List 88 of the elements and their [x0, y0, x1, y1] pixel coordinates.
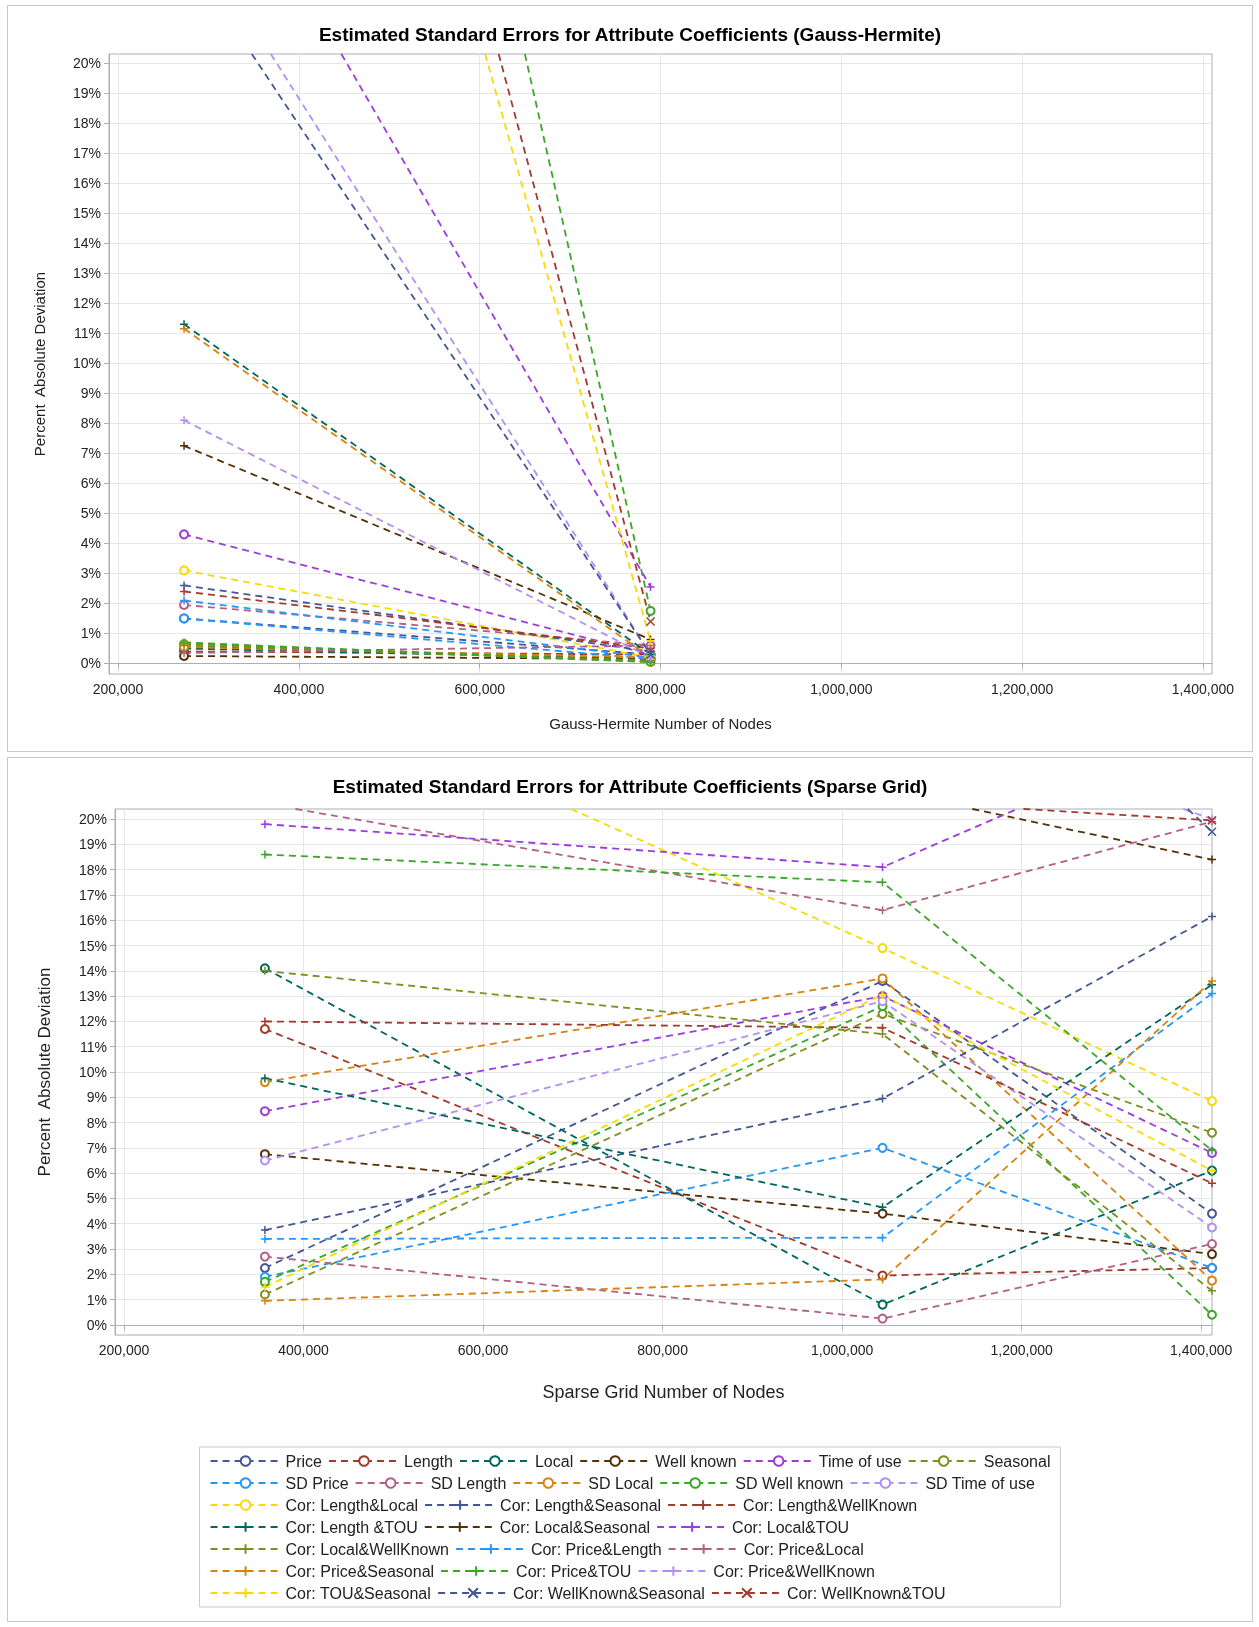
- legend-label: SD Length: [430, 1474, 507, 1492]
- legend-label: SD Time of use: [925, 1474, 1035, 1492]
- y-tick-label: 1%: [80, 625, 101, 642]
- legend-label: SD Local: [588, 1474, 654, 1492]
- y-tick-label: 17%: [72, 145, 101, 162]
- y-tick-label: 17%: [78, 886, 107, 903]
- x-tick-label: 1,400,000: [1170, 1342, 1233, 1358]
- legend-label: Cor: Local&Seasonal: [499, 1518, 651, 1536]
- legend-label: Cor: Length&Seasonal: [500, 1496, 662, 1514]
- legend-label: Cor: WellKnown&TOU: [786, 1584, 946, 1602]
- x-tick-label: 400,000: [273, 681, 325, 697]
- chart-title: Estimated Standard Errors for Attribute Coefficients (Sparse Grid): [332, 776, 928, 797]
- y-tick-label: 3%: [80, 565, 101, 582]
- legend-label: Price: [285, 1452, 323, 1470]
- legend-label: Cor: Price&WellKnown: [713, 1562, 875, 1580]
- y-tick-label: 18%: [78, 861, 107, 878]
- y-tick-label: 6%: [86, 1165, 107, 1182]
- y-tick-label: 13%: [72, 265, 101, 282]
- legend-label: Cor: Price&Local: [743, 1540, 864, 1558]
- legend-label: Cor: Price&TOU: [516, 1562, 632, 1580]
- y-tick-label: 6%: [80, 475, 101, 492]
- x-axis-title: Sparse Grid Number of Nodes: [542, 1382, 785, 1402]
- legend-label: Local: [534, 1452, 574, 1470]
- legend-label: Cor: TOU&Seasonal: [285, 1584, 431, 1602]
- y-tick-label: 12%: [78, 1013, 107, 1030]
- y-tick-label: 4%: [80, 535, 101, 552]
- chart-title: Estimated Standard Errors for Attribute Coefficients (Gauss-Hermite): [318, 24, 942, 45]
- legend-label: Cor: Length &TOU: [285, 1518, 418, 1536]
- y-tick-label: 16%: [72, 175, 101, 192]
- x-tick-label: 200,000: [98, 1342, 150, 1358]
- x-tick-label: 600,000: [454, 681, 506, 697]
- y-tick-label: 4%: [86, 1215, 107, 1232]
- y-tick-label: 10%: [78, 1064, 107, 1080]
- y-tick-label: 3%: [86, 1241, 107, 1258]
- legend-label: Seasonal: [983, 1452, 1051, 1470]
- y-tick-label: 9%: [86, 1089, 107, 1106]
- y-tick-label: 12%: [72, 295, 101, 312]
- y-tick-label: 7%: [86, 1139, 107, 1156]
- legend-label: Length: [404, 1452, 453, 1470]
- y-tick-label: 11%: [80, 1038, 107, 1055]
- y-tick-label: 8%: [80, 415, 101, 432]
- legend-label: Time of use: [818, 1452, 902, 1470]
- legend-label: Cor: Price&Length: [530, 1540, 662, 1558]
- legend-label: Cor: Local&TOU: [732, 1518, 850, 1536]
- y-tick-label: 7%: [80, 445, 101, 462]
- x-tick-label: 400,000: [278, 1342, 330, 1358]
- y-tick-label: 9%: [80, 385, 101, 402]
- x-tick-label: 800,000: [635, 681, 687, 697]
- y-tick-label: 10%: [72, 355, 101, 372]
- x-tick-label: 600,000: [457, 1342, 509, 1358]
- y-tick-label: 5%: [80, 505, 101, 522]
- legend-label: Cor: WellKnown&Seasonal: [513, 1584, 705, 1602]
- y-axis-title: Percent Absolute Deviation: [31, 271, 48, 457]
- y-tick-label: 20%: [78, 811, 107, 828]
- legend-label: Cor: Local&WellKnown: [285, 1540, 449, 1558]
- y-tick-label: 15%: [78, 937, 107, 954]
- y-tick-label: 19%: [78, 836, 107, 853]
- legend-label: SD Price: [285, 1474, 349, 1492]
- y-tick-label: 15%: [72, 205, 101, 222]
- y-tick-label: 2%: [80, 595, 101, 612]
- y-tick-label: 2%: [86, 1266, 107, 1283]
- y-tick-label: 20%: [72, 55, 101, 72]
- x-tick-label: 1,000,000: [811, 1342, 874, 1358]
- x-tick-label: 1,400,000: [1171, 681, 1235, 697]
- y-tick-label: 13%: [78, 988, 107, 1005]
- y-tick-label: 8%: [86, 1114, 107, 1131]
- y-tick-label: 14%: [78, 962, 107, 979]
- x-tick-label: 800,000: [637, 1342, 689, 1358]
- x-tick-label: 1,200,000: [990, 1342, 1054, 1358]
- legend-label: Cor: Length&Local: [285, 1496, 419, 1514]
- x-tick-label: 1,000,000: [810, 681, 873, 697]
- y-tick-label: 0%: [80, 655, 101, 672]
- y-tick-label: 1%: [86, 1291, 107, 1308]
- y-axis-title: Percent Absolute Deviation: [35, 967, 54, 1177]
- legend-label: Cor: Length&WellKnown: [743, 1496, 918, 1514]
- x-tick-label: 1,200,000: [990, 681, 1054, 697]
- y-tick-label: 19%: [72, 85, 101, 102]
- y-tick-label: 5%: [86, 1190, 107, 1207]
- y-tick-label: 16%: [78, 912, 107, 929]
- x-tick-label: 200,000: [92, 681, 144, 697]
- legend-label: Cor: Price&Seasonal: [285, 1562, 435, 1580]
- y-tick-label: 14%: [72, 235, 101, 252]
- y-tick-label: 11%: [74, 325, 101, 342]
- legend-label: Well known: [655, 1452, 737, 1470]
- x-axis-title: Gauss-Hermite Number of Nodes: [549, 715, 772, 732]
- y-tick-label: 18%: [72, 115, 101, 132]
- y-tick-label: 0%: [86, 1316, 107, 1333]
- legend-label: SD Well known: [735, 1474, 844, 1492]
